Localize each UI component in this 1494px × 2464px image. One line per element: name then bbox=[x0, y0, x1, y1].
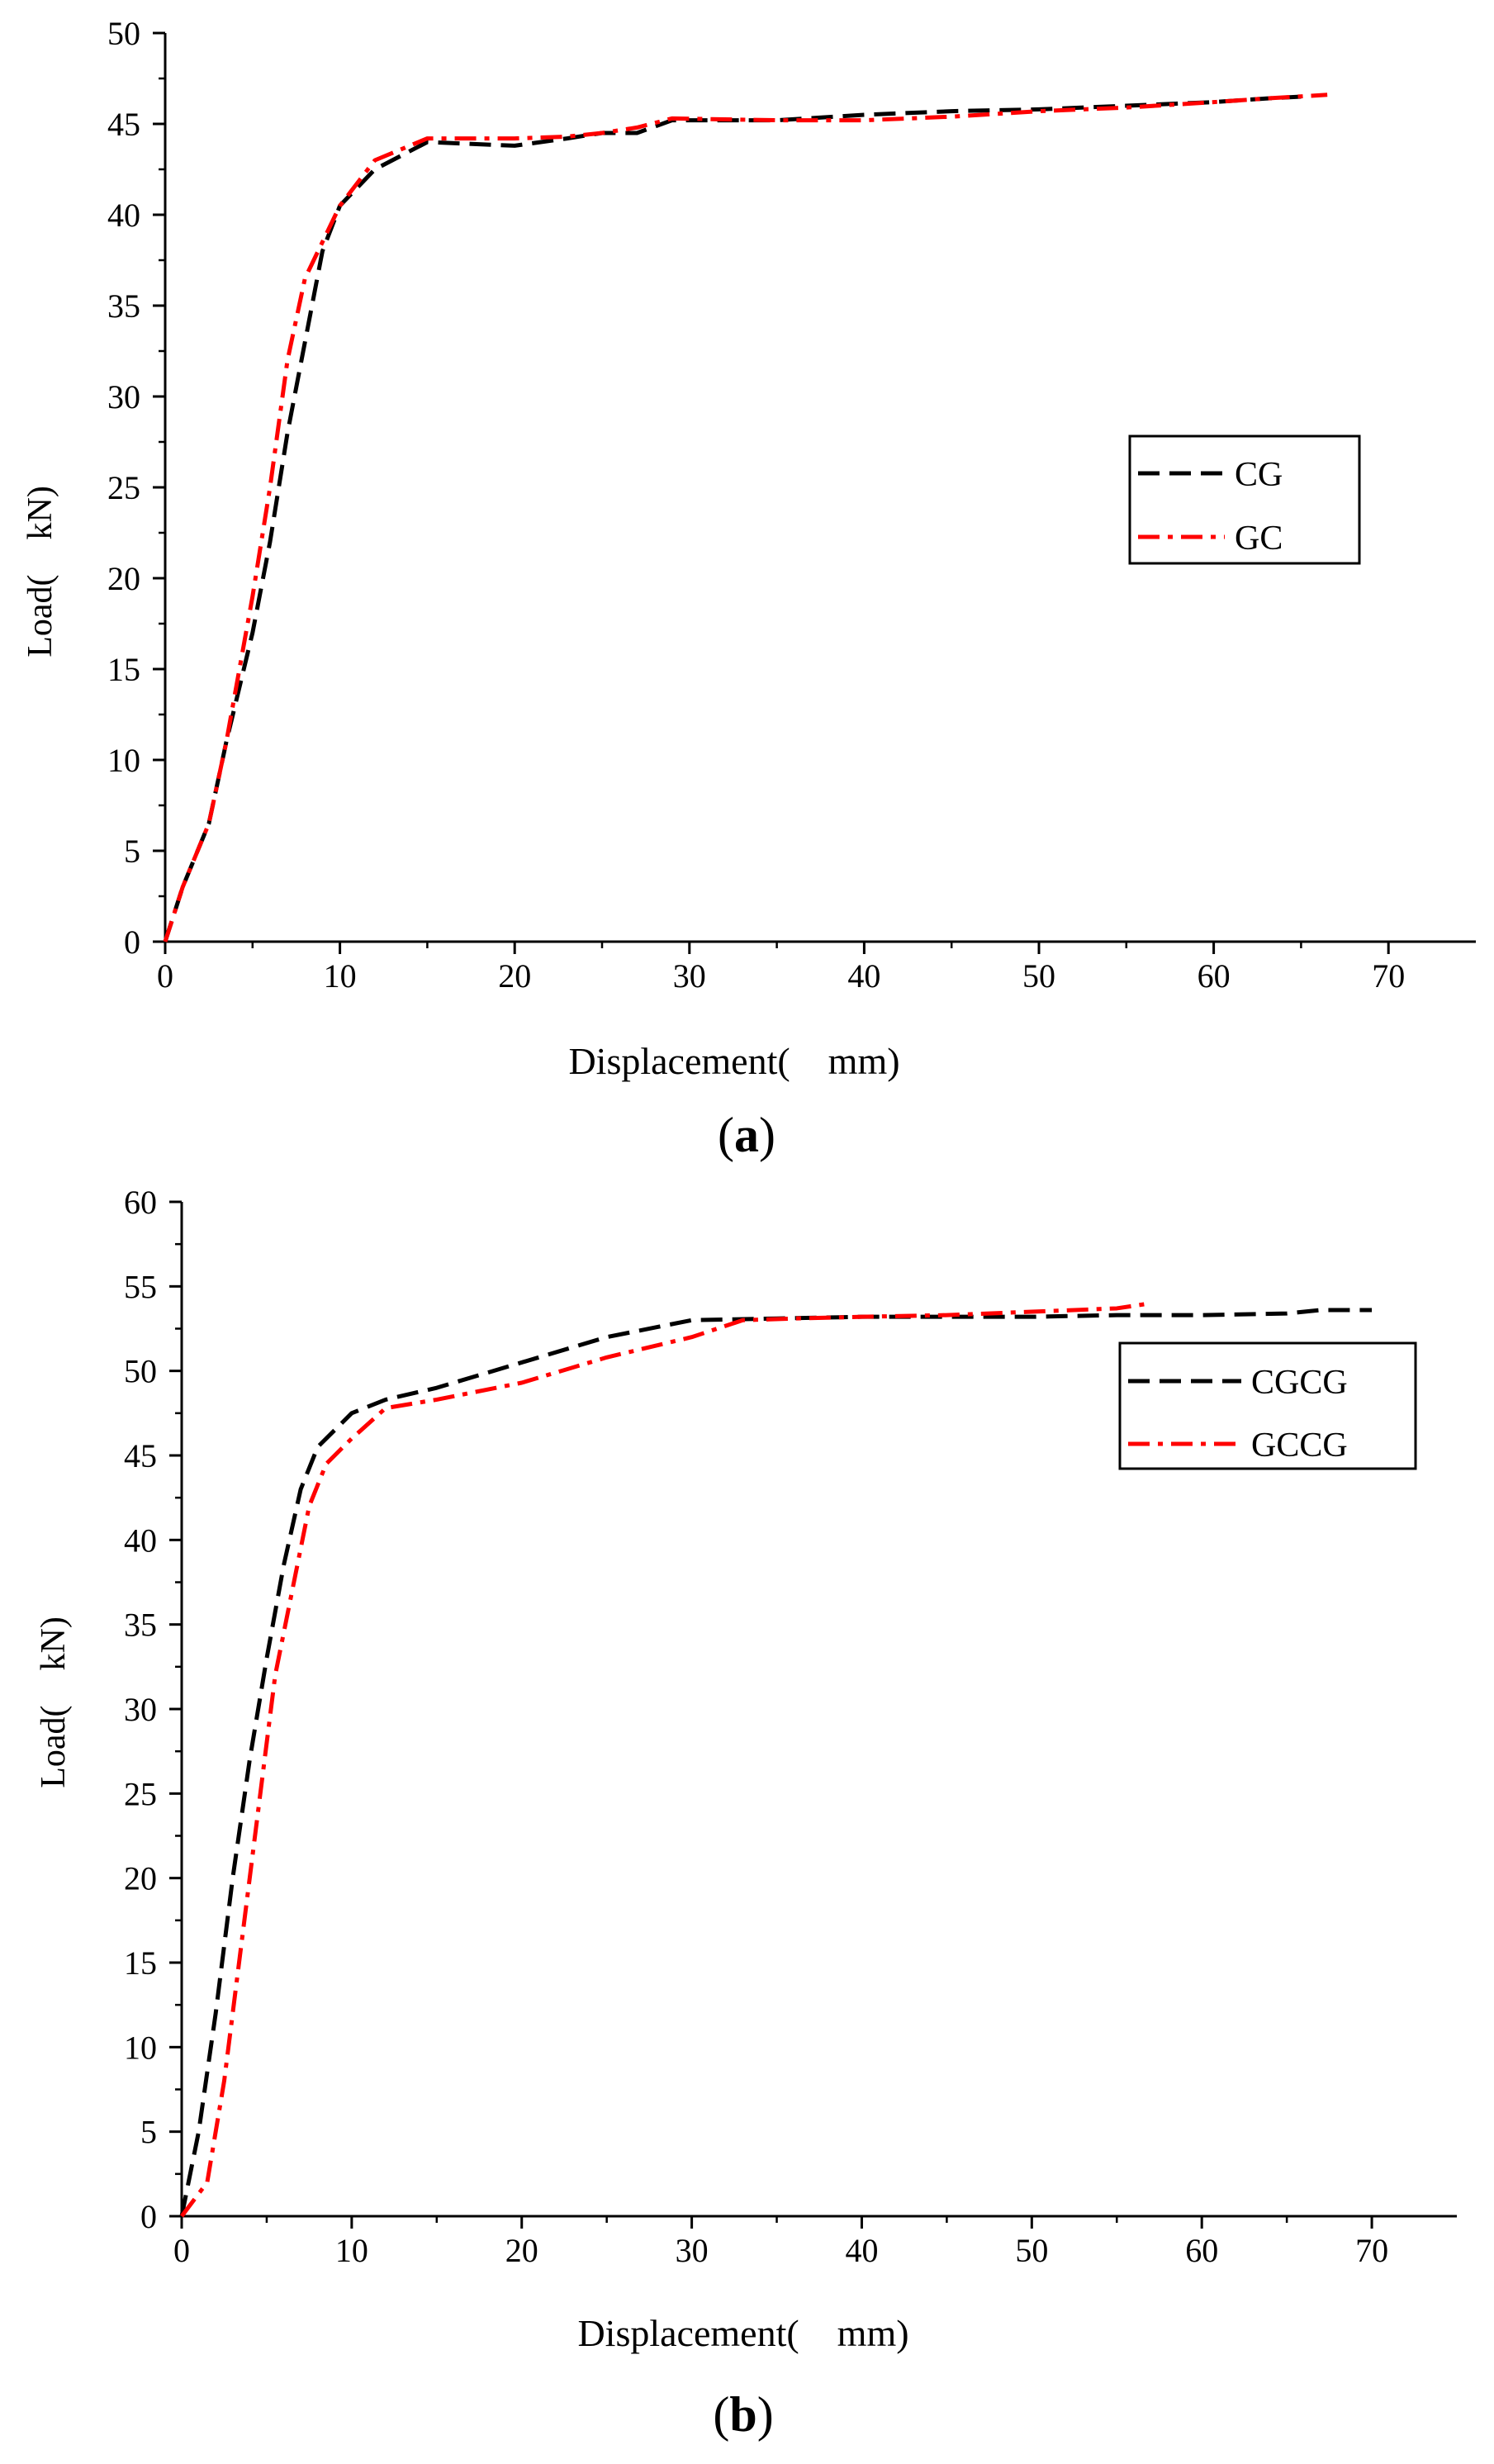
x-tick-label: 30 bbox=[673, 957, 706, 995]
legend-box bbox=[1118, 1341, 1417, 1470]
chart-a-panel-label: (a) bbox=[718, 1108, 775, 1162]
x-tick-label: 70 bbox=[1372, 957, 1405, 995]
series-line-cgcg bbox=[179, 1308, 1373, 2217]
y-tick-label: 30 bbox=[124, 1691, 157, 1728]
y-tick-label: 50 bbox=[107, 15, 140, 52]
x-tick-label: 20 bbox=[498, 957, 531, 995]
x-tick-label: 20 bbox=[505, 2232, 538, 2269]
x-tick-label: 0 bbox=[157, 957, 173, 995]
chart-panel-a: 0 10 20 30 40 50 60 70 0 5 10 15 20 25 30 35 40 45 50 CG G… bbox=[21, 15, 1476, 1162]
chart-b-legend: CGCG GCCG bbox=[1118, 1341, 1417, 1470]
y-tick-label: 10 bbox=[124, 2029, 157, 2066]
x-tick-label: 70 bbox=[1355, 2232, 1388, 2269]
chart-a-series bbox=[163, 93, 1328, 942]
chart-b-panel-label: (b) bbox=[713, 2387, 773, 2442]
y-tick-label: 55 bbox=[124, 1268, 157, 1305]
series-line-gc bbox=[163, 93, 1328, 942]
y-tick-label: 35 bbox=[124, 1607, 157, 1644]
y-tick-label: 20 bbox=[107, 560, 140, 597]
legend-cgcg-label: CGCG bbox=[1251, 1364, 1348, 1402]
y-tick-label: 50 bbox=[124, 1353, 157, 1390]
chart-a-ylabel: Load( kN) bbox=[21, 486, 59, 658]
y-tick-label: 30 bbox=[107, 378, 140, 415]
chart-b-ticks: 0 10 20 30 40 50 60 70 0 5 10 15 20 25 30 35 40 45 50 55 60 bbox=[124, 1184, 1388, 2269]
y-tick-label: 25 bbox=[107, 469, 140, 506]
chart-a-panel-label-text: a bbox=[734, 1108, 759, 1162]
y-tick-label: 0 bbox=[140, 2198, 157, 2235]
series-line-cg bbox=[163, 94, 1302, 942]
x-tick-label: 50 bbox=[1022, 957, 1055, 995]
y-tick-label: 15 bbox=[107, 651, 140, 688]
x-tick-label: 60 bbox=[1185, 2232, 1218, 2269]
legend-gc-label: GC bbox=[1235, 520, 1283, 558]
chart-a-ticks: 0 10 20 30 40 50 60 70 0 5 10 15 20 25 30 35 40 45 50 bbox=[107, 15, 1405, 995]
x-tick-label: 10 bbox=[335, 2232, 368, 2269]
chart-b-xlabel: Displacement( mm) bbox=[577, 2312, 908, 2354]
chart-b-series bbox=[179, 1301, 1373, 2218]
x-tick-label: 40 bbox=[847, 957, 880, 995]
chart-b-panel-label-text: b bbox=[729, 2387, 756, 2442]
chart-b-ylabel: Load( kN) bbox=[35, 1617, 73, 1788]
y-tick-label: 0 bbox=[124, 923, 140, 961]
chart-panel-b: 0 10 20 30 40 50 60 70051015202530354045505560 … bbox=[35, 1184, 1457, 2442]
x-tick-label: 10 bbox=[324, 957, 357, 995]
y-tick-label: 20 bbox=[124, 1860, 157, 1897]
x-tick-label: 50 bbox=[1015, 2232, 1048, 2269]
y-tick-label: 25 bbox=[124, 1775, 157, 1812]
y-tick-label: 5 bbox=[140, 2114, 157, 2151]
y-tick-label: 10 bbox=[107, 742, 140, 779]
y-tick-label: 45 bbox=[124, 1437, 157, 1474]
x-tick-label: 40 bbox=[845, 2232, 878, 2269]
legend-box bbox=[1128, 434, 1361, 565]
legend-cg-label: CG bbox=[1235, 456, 1283, 494]
y-tick-label: 45 bbox=[107, 106, 140, 143]
y-tick-label: 40 bbox=[107, 197, 140, 234]
x-tick-label: 60 bbox=[1198, 957, 1231, 995]
y-tick-label: 5 bbox=[124, 833, 140, 870]
chart-a-xlabel: Displacement( mm) bbox=[568, 1040, 899, 1082]
series-line-gccg bbox=[180, 1301, 1151, 2218]
x-tick-label: 0 bbox=[173, 2232, 190, 2269]
y-tick-label: 60 bbox=[124, 1184, 157, 1221]
y-tick-label: 15 bbox=[124, 1944, 157, 1982]
chart-a-legend: CG GC bbox=[1128, 434, 1361, 565]
y-tick-label: 35 bbox=[107, 287, 140, 325]
y-tick-label: 40 bbox=[124, 1522, 157, 1559]
legend-gccg-label: GCCG bbox=[1251, 1427, 1348, 1465]
x-tick-label: 30 bbox=[676, 2232, 709, 2269]
